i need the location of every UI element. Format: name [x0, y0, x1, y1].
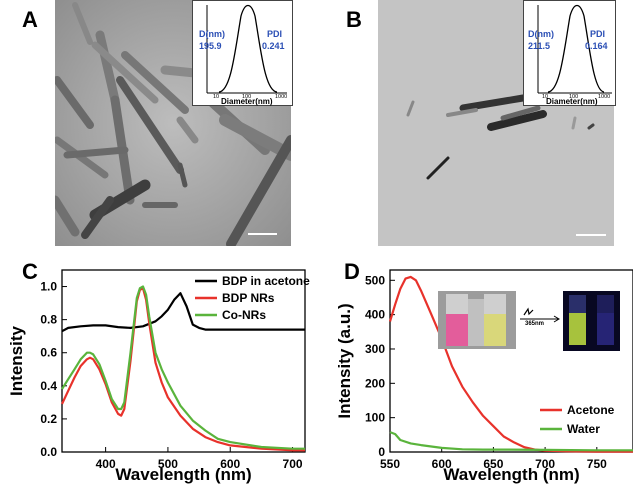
- legend-label-c1-1: Water: [567, 422, 600, 436]
- inset-tick-a-10: 10: [213, 94, 220, 100]
- y-tick-label-c0-3: 0.6: [40, 346, 57, 360]
- series-line-c0-2: [61, 285, 305, 450]
- uv-arrow-icon: [520, 307, 560, 323]
- legend-label-c0-1: BDP NRs: [222, 291, 275, 305]
- legend-label-c0-2: Co-NRs: [222, 308, 266, 322]
- uv-wavelength-label: 365nm: [525, 321, 545, 327]
- y-tick-label-c1-1: 100: [365, 411, 385, 425]
- y-tick-label-c0-4: 0.8: [40, 313, 57, 327]
- y-axis-label-c1: Intensity (a.u.): [335, 303, 354, 418]
- inset-pdi-value-b: 0.164: [585, 41, 608, 51]
- series-line-c0-1: [61, 287, 305, 452]
- plot-frame-c1: [389, 269, 633, 453]
- y-tick-label-c1-2: 200: [365, 376, 385, 390]
- inset-d-value-b: 211.5: [528, 41, 551, 51]
- y-tick-label-c1-4: 400: [365, 308, 385, 322]
- y-tick-label-c1-3: 300: [365, 342, 385, 356]
- y-tick-label-c1-5: 500: [365, 273, 385, 287]
- dls-size-curve-b: [537, 4, 612, 94]
- panel-label-c: C: [22, 259, 38, 284]
- x-tick-label-c0-0: 400: [96, 457, 116, 471]
- y-tick-label-c1-0: 0: [378, 445, 385, 459]
- y-tick-label-c0-5: 1.0: [40, 280, 57, 294]
- dls-inset-a: D(nm) 195.9 PDI 0.241 10 100 1000 Diamet…: [192, 0, 293, 106]
- inset-tick-a-100: 100: [242, 94, 252, 100]
- vial-photo-uv: [563, 291, 620, 351]
- panel-label-d: D: [344, 259, 360, 284]
- inset-tick-a-1000: 1000: [275, 94, 288, 100]
- x-tick-label-c0-3: 700: [283, 457, 303, 471]
- inset-d-label-a: D(nm): [199, 29, 225, 39]
- x-tick-label-c1-3: 700: [535, 457, 555, 471]
- y-tick-label-c0-1: 0.2: [40, 412, 57, 426]
- x-tick-label-c0-2: 600: [220, 457, 240, 471]
- x-tick-label-c1-0: 550: [380, 457, 400, 471]
- x-tick-label-c1-4: 750: [587, 457, 607, 471]
- y-tick-label-c0-2: 0.4: [40, 379, 57, 393]
- x-axis-label-c0: Wavelength (nm): [115, 465, 251, 484]
- panel-label-a: A: [22, 7, 38, 32]
- series-line-c0-0: [61, 292, 305, 333]
- inset-pdi-label-a: PDI: [267, 29, 283, 39]
- x-axis-label-c1: Wavelength (nm): [443, 465, 579, 484]
- plot-frame-c0: [61, 269, 306, 453]
- x-tick-label-c0-1: 500: [158, 457, 178, 471]
- dls-size-curve-a: [206, 4, 287, 94]
- x-tick-label-c1-2: 650: [483, 457, 503, 471]
- vial-photo-ambient: [438, 291, 516, 349]
- panel-label-b: B: [346, 7, 362, 32]
- y-axis-label-c0: Intensity: [7, 326, 26, 396]
- legend-label-c0-0: BDP in acetone: [222, 274, 310, 288]
- inset-tick-b-1000: 1000: [598, 94, 611, 100]
- x-tick-label-c1-1: 600: [432, 457, 452, 471]
- tem-micrograph-b: [378, 0, 614, 246]
- dls-inset-b: D(nm) 211.5 PDI 0.164 10 100 1000 Diamet…: [523, 0, 616, 106]
- inset-pdi-value-a: 0.241: [262, 41, 285, 51]
- inset-tick-b-10: 10: [542, 94, 549, 100]
- y-tick-label-c0-0: 0.0: [40, 445, 57, 459]
- legend-label-c1-0: Acetone: [567, 403, 615, 417]
- inset-xlabel-b: Diameter(nm): [546, 97, 598, 106]
- inset-pdi-label-b: PDI: [590, 29, 606, 39]
- inset-xlabel-a: Diameter(nm): [221, 97, 273, 106]
- inset-tick-b-100: 100: [569, 94, 579, 100]
- series-line-c1-1: [389, 431, 633, 452]
- inset-d-label-b: D(nm): [528, 29, 554, 39]
- inset-d-value-a: 195.9: [199, 41, 222, 51]
